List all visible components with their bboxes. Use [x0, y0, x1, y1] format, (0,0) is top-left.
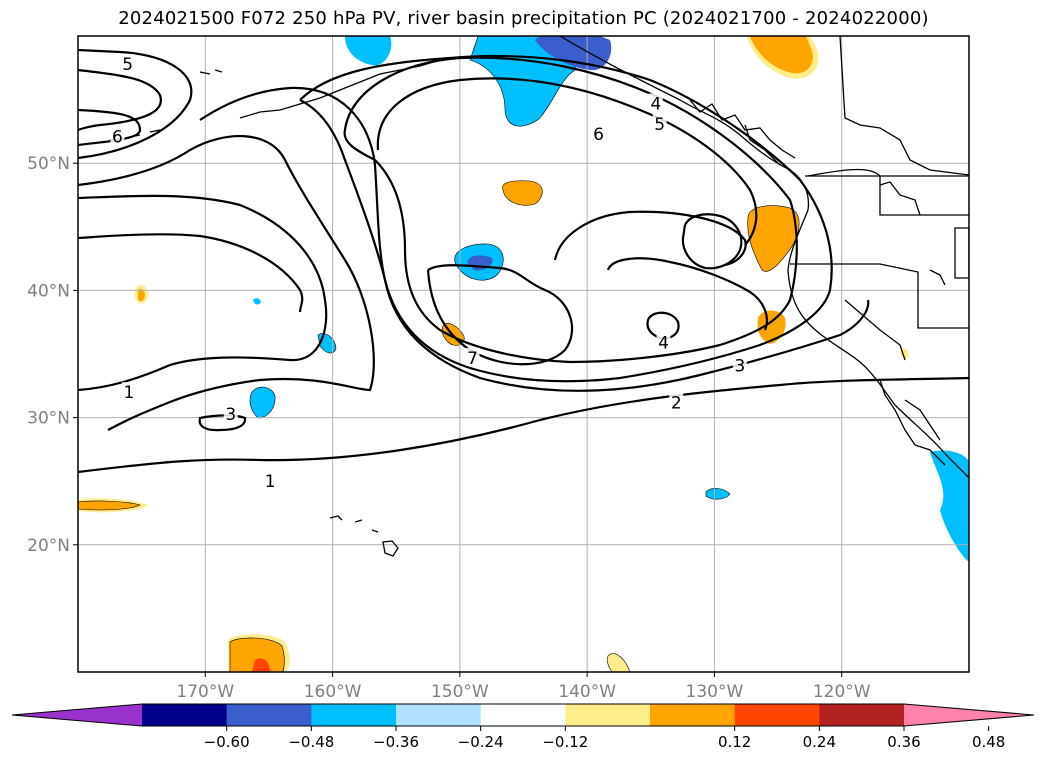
pv-contours [78, 48, 969, 474]
colorbar-extend-high [904, 704, 1034, 726]
colorbar-tick-label: 0.12 [718, 733, 751, 751]
contour-label-bg [732, 355, 747, 374]
contour-label: 5 [122, 55, 133, 75]
precipitation-shading [78, 36, 969, 672]
map-gridlines [78, 36, 969, 672]
contour-label: 4 [650, 94, 661, 114]
contour-label: 1 [265, 472, 276, 492]
lat-tick-label: 40°N [27, 281, 70, 301]
contour-label: 1 [124, 383, 135, 403]
contour-label: 5 [654, 115, 665, 135]
colorbar-segment [650, 704, 736, 726]
lon-tick-label: 150°W [431, 682, 489, 702]
contour-label: 7 [467, 349, 478, 369]
lat-tick-label: 30°N [27, 409, 70, 429]
lat-tick-label: 50°N [27, 154, 70, 174]
contour-label-bg [465, 347, 480, 366]
contour-label-bg [648, 93, 663, 112]
contour-label-bg [669, 392, 684, 411]
colorbar-segment [311, 704, 397, 726]
axis-ticks: 170°W 160°W 150°W 140°W 130°W 120°W 20°N 30°N 40… [27, 154, 871, 702]
contour-label: 6 [593, 125, 604, 145]
contour-label-bg [656, 332, 671, 351]
lon-tick-label: 160°W [304, 682, 362, 702]
contour-label-bg [652, 113, 667, 132]
contour-label-bg [591, 123, 606, 142]
lat-tick-label: 20°N [27, 536, 70, 556]
colorbar-outline [11, 703, 1035, 727]
map-title: 2024021500 F072 250 hPa PV, river basin … [118, 8, 929, 29]
colorbar-tick-label: −0.24 [458, 733, 504, 751]
colorbar-tick-label: −0.48 [288, 733, 334, 751]
lon-tick-label: 140°W [558, 682, 616, 702]
colorbar-segment [226, 704, 312, 726]
colorbar-segment [565, 704, 651, 726]
contour-label: 4 [658, 334, 669, 354]
colorbar-segment [396, 704, 482, 726]
colorbar-extend-low [12, 704, 142, 726]
contour-label: 3 [734, 356, 745, 376]
contour-label: 6 [112, 127, 123, 147]
contour-label: 2 [671, 393, 682, 413]
contour-label-bg [110, 126, 125, 145]
map-frame [77, 35, 970, 673]
lon-tick-label: 170°W [176, 682, 234, 702]
colorbar-tick-label: −0.36 [373, 733, 419, 751]
colorbar-segment [734, 704, 820, 726]
colorbar-tick-label: 0.48 [972, 733, 1005, 751]
lon-tick-label: 120°W [813, 682, 871, 702]
contour-label-bg [121, 382, 136, 401]
contour-label-bg [223, 403, 238, 422]
colorbar-segment [819, 704, 905, 726]
colorbar-segment [480, 704, 566, 726]
lon-tick-label: 130°W [686, 682, 744, 702]
contour-label-bg [263, 471, 278, 490]
colorbar-tick-label: 0.24 [803, 733, 836, 751]
contour-label-bg [120, 53, 135, 72]
colorbar-segment [142, 704, 228, 726]
contour-label: 3 [225, 405, 236, 425]
colorbar: −0.60 −0.48 −0.36 −0.24 −0.12 0.12 0.24 0.36 0.4… [11, 703, 1035, 751]
colorbar-tick-label: 0.36 [887, 733, 920, 751]
colorbar-tick-label: −0.60 [204, 733, 250, 751]
colorbar-tick-label: −0.12 [542, 733, 588, 751]
